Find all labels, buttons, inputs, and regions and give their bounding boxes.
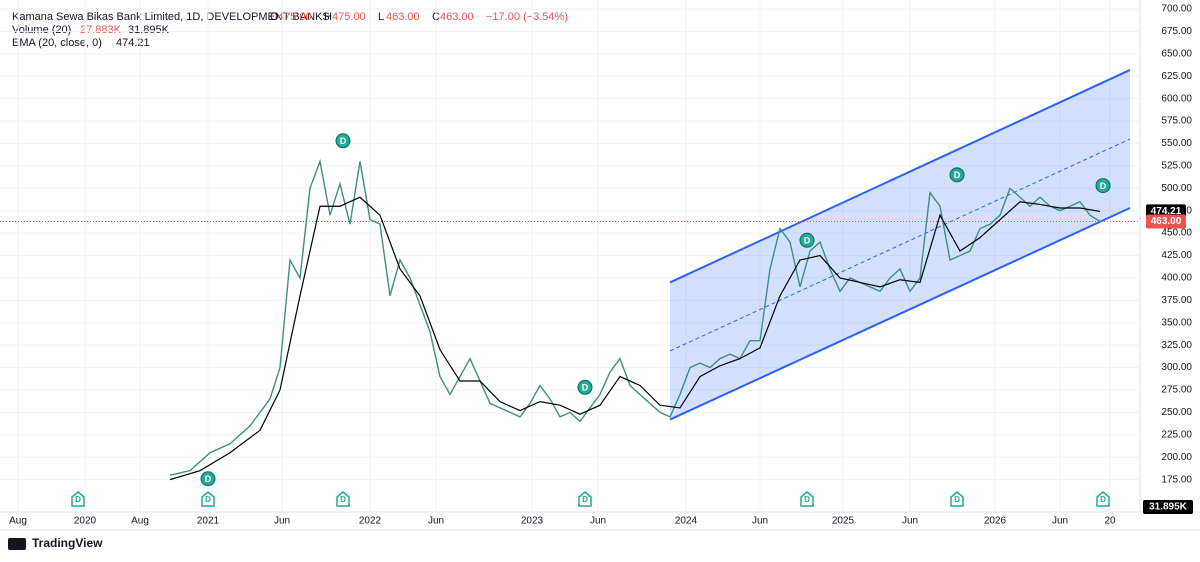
quote-value: 463.00 xyxy=(386,11,420,23)
y-tick-label: 275.00 xyxy=(1161,385,1192,396)
dividend-label: D xyxy=(1100,181,1107,191)
y-tick-label: 250.00 xyxy=(1161,407,1192,418)
quote-change: −17.00 (−3.54%) xyxy=(486,11,568,23)
last-price-label: 463.00 xyxy=(1151,216,1182,227)
y-tick-label: 550.00 xyxy=(1161,138,1192,149)
volume-value: 27.883K xyxy=(80,24,122,36)
x-tick-label: Jun xyxy=(752,516,768,527)
quote-value: 475.00 xyxy=(332,11,366,23)
y-tick-label: 425.00 xyxy=(1161,250,1192,261)
quote-label: O xyxy=(270,11,279,23)
dividend-flag xyxy=(950,491,964,507)
x-tick-label: 2024 xyxy=(675,516,698,527)
dividend-flag xyxy=(1096,491,1110,507)
x-tick-label: 2021 xyxy=(197,516,220,527)
channel-mid xyxy=(669,138,1131,352)
y-tick-label: 525.00 xyxy=(1161,161,1192,172)
dividend-marker xyxy=(200,471,216,487)
ema-value: 474.21 xyxy=(116,37,150,49)
y-tick-label: 575.00 xyxy=(1161,116,1192,127)
dividend-label: D xyxy=(205,474,212,484)
x-tick-label: Jun xyxy=(428,516,444,527)
volume-name: Volume (20) xyxy=(12,24,71,36)
dividend-label: D xyxy=(75,495,81,504)
x-tick-label: 2020 xyxy=(74,516,97,527)
dividend-label: D xyxy=(582,383,589,393)
dividend-label: D xyxy=(804,236,811,246)
volume-average: 31.895K xyxy=(128,24,170,36)
dividend-label: D xyxy=(954,170,961,180)
dividend-flag xyxy=(336,491,350,507)
y-tick-label: 500.00 xyxy=(1161,183,1192,194)
x-tick-label: 2023 xyxy=(521,516,544,527)
y-tick-label: 400.00 xyxy=(1161,273,1192,284)
dividend-marker xyxy=(949,167,965,183)
ema-name: EMA (20, close, 0) xyxy=(12,37,102,49)
series-line xyxy=(169,158,1101,476)
ema-label: 474.21 xyxy=(1151,206,1182,217)
x-tick-label: Aug xyxy=(131,516,149,527)
last-price-box xyxy=(1146,214,1186,229)
dividend-label: D xyxy=(582,495,588,504)
x-tick-label: Jun xyxy=(902,516,918,527)
y-tick-label: 175.00 xyxy=(1161,474,1192,485)
y-tick-label: 450.00 xyxy=(1161,228,1192,239)
y-tick-label: 225.00 xyxy=(1161,429,1192,440)
quote-value: 463.00 xyxy=(440,11,474,23)
y-tick-label: 675.00 xyxy=(1161,26,1192,37)
series-line xyxy=(169,196,1101,481)
brand: TradingView xyxy=(32,536,103,550)
dividend-label: D xyxy=(205,495,211,504)
dividend-label: D xyxy=(804,495,810,504)
dividend-marker xyxy=(1095,178,1111,194)
x-tick-label: Jun xyxy=(274,516,290,527)
y-tick-label: 650.00 xyxy=(1161,48,1192,59)
x-tick-label: 2025 xyxy=(832,516,855,527)
symbol-title: Kamana Sewa Bikas Bank Limited, 1D, DEVE… xyxy=(12,11,330,23)
x-tick-label: Jun xyxy=(590,516,606,527)
volume-axis-label: 31.895K xyxy=(1149,502,1188,513)
x-tick-label: 2022 xyxy=(359,516,382,527)
dividend-flag xyxy=(578,491,592,507)
y-tick-label: 625.00 xyxy=(1161,71,1192,82)
dividend-label: D xyxy=(340,495,346,504)
x-tick-label: Aug xyxy=(9,516,27,527)
brand-logo xyxy=(8,538,26,550)
quote-value: 475.00 xyxy=(278,11,312,23)
dividend-flag xyxy=(800,491,814,507)
channel-upper xyxy=(669,69,1131,284)
dividend-marker xyxy=(799,232,815,248)
quote-label: L xyxy=(378,11,384,23)
volume-box xyxy=(1143,500,1193,514)
x-tick-label: Jun xyxy=(1052,516,1068,527)
y-tick-label: 375.00 xyxy=(1161,295,1192,306)
y-tick-label: 350.00 xyxy=(1161,317,1192,328)
dividend-marker xyxy=(335,133,351,149)
y-tick-label: 600.00 xyxy=(1161,93,1192,104)
dividend-marker xyxy=(577,379,593,395)
x-tick-label: 2026 xyxy=(984,516,1007,527)
y-tick-label: 325.00 xyxy=(1161,340,1192,351)
dividend-flag xyxy=(201,491,215,507)
dividend-label: D xyxy=(340,136,347,146)
y-tick-label: 300.00 xyxy=(1161,362,1192,373)
dividend-flag xyxy=(71,491,85,507)
channel-lower xyxy=(669,207,1131,421)
y-tick-label: 700.00 xyxy=(1161,4,1192,15)
x-tick-label: 20 xyxy=(1104,516,1116,527)
dividend-label: D xyxy=(954,495,960,504)
y-tick-label: 200.00 xyxy=(1161,452,1192,463)
quote-label: H xyxy=(324,11,332,23)
dividend-label: D xyxy=(1100,495,1106,504)
